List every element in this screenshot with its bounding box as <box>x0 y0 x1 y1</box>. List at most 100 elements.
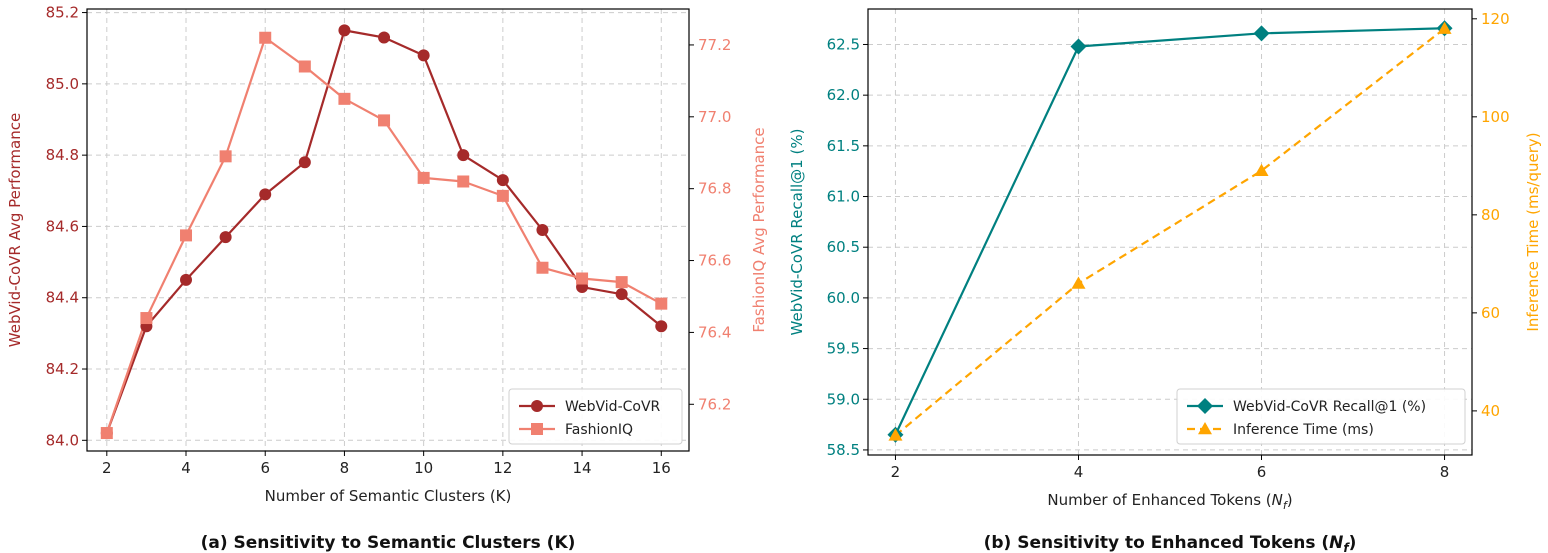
a-xtick-label: 8 <box>340 459 350 477</box>
a-point-1-2 <box>180 229 193 242</box>
b-point-0-2 <box>1253 25 1270 42</box>
b-ltick-label: 62.5 <box>827 35 860 53</box>
chart-a-grid <box>87 9 689 451</box>
b-ltick-label: 58.5 <box>827 441 860 459</box>
chart-a-caption: (a) Sensitivity to Semantic Clusters (K) <box>201 533 576 553</box>
a-ltick-label: 84.6 <box>46 217 79 235</box>
a-legend-marker-1 <box>531 423 543 435</box>
chart-b-x-axis-title-sub: f <box>1283 499 1289 512</box>
a-xtick-label: 12 <box>493 459 512 477</box>
b-point-1-1 <box>1071 276 1086 289</box>
b-point-1-2 <box>1254 163 1269 176</box>
a-xtick-label: 6 <box>260 459 270 477</box>
chart-b-caption-sub: f <box>1343 541 1350 553</box>
chart-b: 2 4 6 8 58.5 59.0 59.5 60.0 60.5 61.0 61.5 62.0 62.5… <box>788 8 1542 553</box>
b-ltick-label: 59.5 <box>827 340 860 358</box>
a-rtick-label: 76.8 <box>698 180 731 198</box>
a-rtick-label: 77.0 <box>698 108 731 126</box>
a-point-1-5 <box>298 60 311 73</box>
chart-b-x-axis-title-prefix: Number of Enhanced Tokens ( <box>1047 491 1271 509</box>
a-rtick-label: 77.2 <box>698 36 731 54</box>
a-point-1-3 <box>219 150 232 163</box>
a-frame <box>86 8 690 452</box>
chart-a-axes: 2 4 6 8 10 12 14 16 84.0 84.2 84.4 84.6 84.8 85.0 85.2… <box>46 4 732 477</box>
a-point-0-5 <box>298 156 311 169</box>
b-legend-marker-0 <box>1197 398 1213 414</box>
a-point-1-4 <box>259 31 272 44</box>
chart-b-caption: (b) Sensitivity to Enhanced Tokens (Nf) <box>984 533 1357 553</box>
a-point-1-14 <box>655 297 668 310</box>
a-point-0-14 <box>655 320 668 333</box>
b-rtick-label: 100 <box>1481 108 1510 126</box>
chart-b-caption-prefix: (b) Sensitivity to Enhanced Tokens ( <box>984 533 1330 553</box>
a-ltick-label: 84.8 <box>46 146 79 164</box>
a-xtick-label: 10 <box>414 459 433 477</box>
b-ltick-label: 60.0 <box>827 289 860 307</box>
a-rtick-label: 76.4 <box>698 323 731 341</box>
chart-a-left-axis-title: WebVid-CoVR Avg Performance <box>6 113 24 347</box>
b-series-line-1 <box>894 27 1446 437</box>
a-ltick-label: 85.0 <box>46 75 79 93</box>
b-rtick-label: 40 <box>1481 402 1500 420</box>
a-point-0-7 <box>378 31 391 44</box>
b-xtick-label: 8 <box>1440 463 1450 481</box>
a-point-0-2 <box>180 273 193 286</box>
a-point-1-13 <box>615 276 628 289</box>
a-point-0-3 <box>219 231 232 244</box>
a-point-0-10 <box>496 174 509 187</box>
chart-a-marks <box>100 24 668 440</box>
a-legend-marker-0 <box>531 400 543 412</box>
a-point-0-4 <box>259 188 272 201</box>
a-point-1-11 <box>536 261 549 274</box>
chart-b-x-axis-title: Number of Enhanced Tokens (Nf) <box>1047 491 1292 512</box>
chart-b-legend-recall-label: WebVid-CoVR Recall@1 (%) <box>1233 399 1426 415</box>
chart-b-axes: 2 4 6 8 58.5 59.0 59.5 60.0 60.5 61.0 61.5 62.0 62.5… <box>827 8 1510 481</box>
a-rtick-label: 76.2 <box>698 395 731 413</box>
b-rtick-label: 60 <box>1481 304 1500 322</box>
b-point-1-0 <box>888 428 903 441</box>
b-point-1-3 <box>1437 21 1452 34</box>
chart-b-marks <box>887 20 1453 443</box>
b-ltick-label: 61.5 <box>827 137 860 155</box>
b-series-line-0 <box>894 27 1445 436</box>
chart-b-grid <box>868 9 1472 455</box>
a-ltick-label: 85.2 <box>46 4 79 22</box>
chart-b-legend-box <box>1176 388 1466 445</box>
chart-b-caption-var: N <box>1329 533 1343 553</box>
chart-a-legend-fashioniq-label: FashionIQ <box>565 422 633 438</box>
chart-a-x-axis-title: Number of Semantic Clusters (K) <box>265 487 512 505</box>
a-point-0-13 <box>615 288 628 301</box>
a-point-0-11 <box>536 224 549 236</box>
chart-b-x-axis-title-suffix: ) <box>1287 491 1293 509</box>
a-point-1-7 <box>378 114 391 127</box>
chart-b-caption-suffix: ) <box>1349 533 1357 553</box>
a-point-1-0 <box>100 427 113 440</box>
a-point-1-1 <box>140 312 153 325</box>
a-xtick-label: 16 <box>652 459 671 477</box>
chart-b-legend: WebVid-CoVR Recall@1 (%) Inference Time … <box>1176 388 1466 445</box>
a-point-0-8 <box>417 49 430 62</box>
b-legend-marker-1 <box>1198 422 1212 435</box>
b-point-0-1 <box>1070 38 1087 55</box>
a-point-1-8 <box>417 171 430 184</box>
b-ltick-label: 59.0 <box>827 390 860 408</box>
a-rtick-label: 76.6 <box>698 252 731 270</box>
b-rtick-label: 80 <box>1481 206 1500 224</box>
b-ltick-label: 61.0 <box>827 188 860 206</box>
chart-b-x-axis-title-var: N <box>1272 491 1283 509</box>
chart-a-legend-items <box>519 400 555 435</box>
a-xtick-label: 4 <box>181 459 191 477</box>
a-ltick-label: 84.0 <box>46 431 79 449</box>
a-point-1-9 <box>457 175 470 188</box>
chart-a: 2 4 6 8 10 12 14 16 84.0 84.2 84.4 84.6 84.8 85.0 85.2… <box>6 4 768 553</box>
chart-a-legend-box <box>508 388 683 445</box>
b-xtick-label: 4 <box>1074 463 1084 481</box>
a-point-1-10 <box>496 189 509 202</box>
chart-b-legend-items <box>1187 398 1223 435</box>
a-point-1-6 <box>338 92 351 105</box>
b-ltick-label: 62.0 <box>827 86 860 104</box>
a-point-1-12 <box>576 272 589 285</box>
chart-a-legend-webvid-label: WebVid-CoVR <box>565 399 661 415</box>
b-xtick-label: 2 <box>891 463 901 481</box>
b-ltick-label: 60.5 <box>827 238 860 256</box>
